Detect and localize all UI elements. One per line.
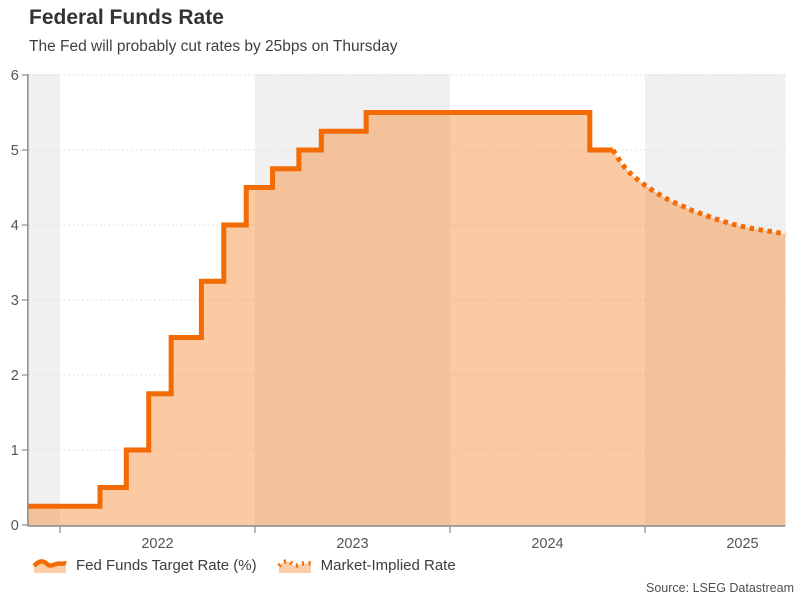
chart-subtitle: The Fed will probably cut rates by 25bps… bbox=[29, 38, 398, 55]
market-implied-line bbox=[610, 148, 786, 237]
x-tick-label: 2025 bbox=[726, 536, 758, 552]
rate-area-fill bbox=[27, 112, 786, 526]
solid-area-swatch-icon bbox=[32, 559, 68, 573]
x-tick-label: 2024 bbox=[531, 536, 563, 552]
y-tick-label: 4 bbox=[11, 218, 19, 234]
dotted-area-swatch-icon bbox=[276, 559, 312, 573]
legend: Fed Funds Target Rate (%) Market-Implied… bbox=[32, 557, 456, 574]
y-tick-label: 1 bbox=[11, 443, 19, 459]
y-tick-label: 5 bbox=[11, 143, 19, 159]
chart-title: Federal Funds Rate bbox=[29, 6, 224, 29]
x-tick-label: 2022 bbox=[141, 536, 173, 552]
source-credit: Source: LSEG Datastream bbox=[646, 581, 794, 595]
y-tick-label: 6 bbox=[11, 68, 19, 84]
legend-item-target-rate: Fed Funds Target Rate (%) bbox=[32, 557, 257, 574]
y-tick-label: 0 bbox=[11, 518, 19, 534]
x-tick-label: 2023 bbox=[336, 536, 368, 552]
y-tick-label: 2 bbox=[11, 368, 19, 384]
legend-item-market-implied: Market-Implied Rate bbox=[276, 557, 456, 574]
y-tick-label: 3 bbox=[11, 293, 19, 309]
legend-label-market-implied: Market-Implied Rate bbox=[320, 557, 456, 574]
target-rate-line bbox=[27, 110, 613, 509]
legend-label-target-rate: Fed Funds Target Rate (%) bbox=[76, 557, 257, 574]
